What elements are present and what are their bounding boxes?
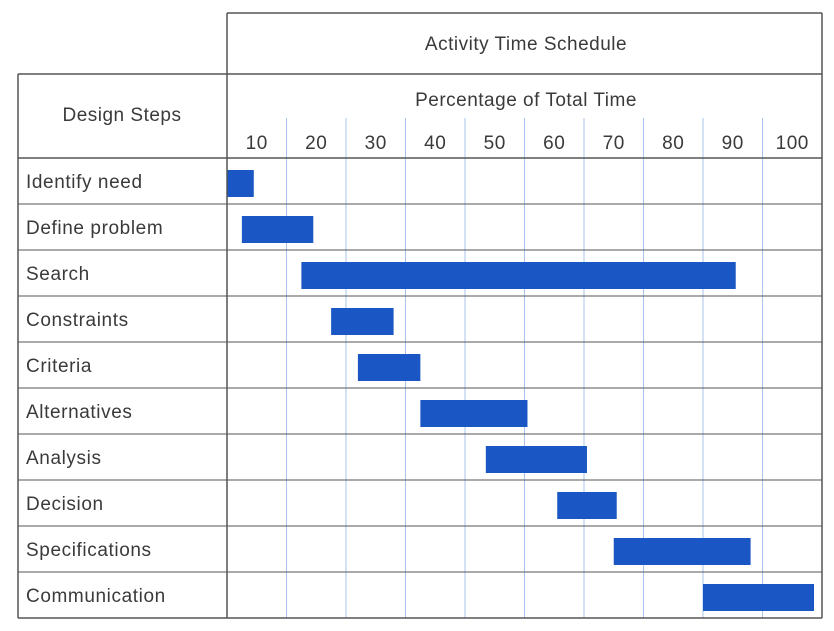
task-bar: [703, 584, 814, 611]
task-label: Search: [26, 264, 90, 285]
tick-label: 20: [305, 133, 327, 154]
chart-title: Activity Time Schedule: [425, 34, 627, 55]
x-axis-label: Percentage of Total Time: [415, 90, 637, 111]
bar-layer: [227, 170, 814, 611]
task-label: Communication: [26, 586, 166, 607]
task-label: Identify need: [26, 172, 143, 193]
task-labels: Identify need Define problem Search Constra…: [26, 172, 166, 607]
tick-label: 30: [365, 133, 387, 154]
task-bar: [420, 400, 528, 427]
task-bar: [485, 446, 587, 473]
task-bar: [557, 492, 617, 519]
tick-label: 50: [484, 133, 506, 154]
tick-label: 70: [603, 133, 625, 154]
frame-layer: [17, 12, 823, 619]
task-label: Criteria: [26, 356, 92, 377]
task-label: Decision: [26, 494, 104, 515]
tick-label: 90: [722, 133, 744, 154]
task-label: Specifications: [26, 540, 152, 561]
task-label: Constraints: [26, 310, 129, 331]
task-bar: [331, 308, 394, 335]
task-bar: [613, 538, 751, 565]
row-header: Design Steps: [62, 105, 181, 126]
task-label: Analysis: [26, 448, 102, 469]
task-bar: [301, 262, 736, 289]
task-label: Alternatives: [26, 402, 132, 423]
tick-label: 60: [543, 133, 565, 154]
tick-label: 40: [424, 133, 446, 154]
task-label: Define problem: [26, 218, 163, 239]
tick-label: 80: [662, 133, 684, 154]
task-bar: [357, 354, 421, 381]
tick-label: 100: [776, 133, 809, 154]
tick-label: 10: [246, 133, 268, 154]
grid-layer: [286, 118, 763, 618]
task-bar: [241, 216, 314, 243]
tick-labels: 10 20 30 40 50 60 70 80 90 100: [246, 133, 809, 154]
task-bar: [227, 170, 254, 197]
